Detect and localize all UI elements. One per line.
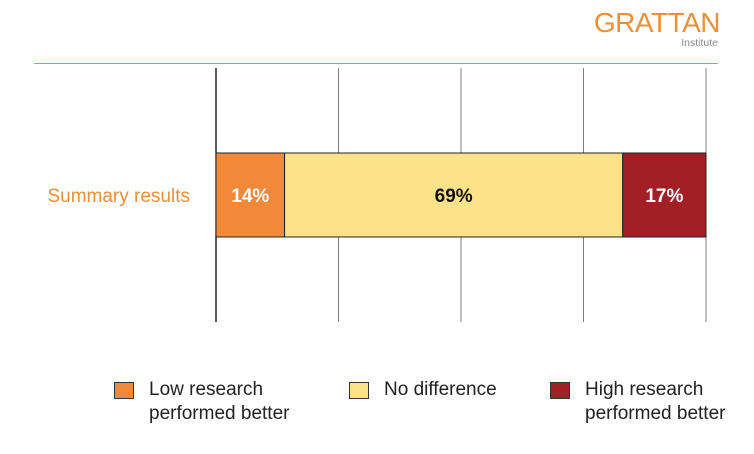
data-label: 69% (435, 186, 473, 207)
bar-segment (622, 152, 707, 238)
header-rule (34, 63, 718, 64)
data-labels: 14% 69% 17% (231, 186, 683, 207)
category-labels: Summary results (47, 186, 190, 207)
bar-segment (284, 152, 624, 238)
logo-subtitle: Institute (681, 37, 718, 49)
data-label: 14% (231, 186, 269, 207)
logo-wordmark: GRATTAN (593, 7, 721, 38)
grattan-logo: GRATTAN Institute (590, 6, 721, 50)
category-label: Summary results (47, 186, 190, 207)
data-label: 17% (645, 186, 683, 207)
bars (215, 152, 707, 238)
